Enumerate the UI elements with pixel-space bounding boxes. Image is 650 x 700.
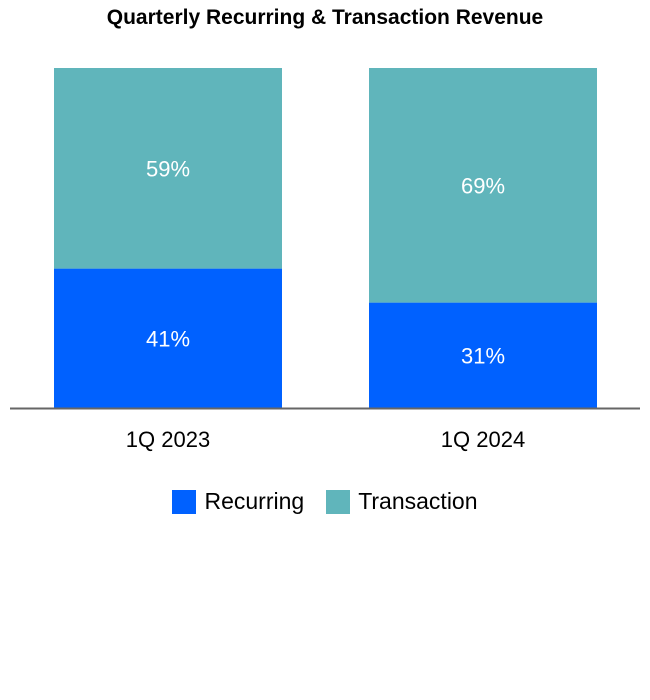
legend-swatch-transaction [326, 489, 351, 514]
stacked-bar-chart: 41% 59% 1Q 2023 31% 69% 1Q 2024 [10, 68, 640, 452]
chart-title: Quarterly Recurring & Transaction Revenu… [106, 6, 544, 29]
legend-label-transaction: Transaction [358, 488, 478, 514]
x-tick-label-1: 1Q 2023 [126, 427, 210, 452]
bar-transaction-2 [369, 68, 597, 303]
legend-item-transaction: Transaction [326, 488, 478, 515]
x-tick-label-2: 1Q 2024 [441, 427, 525, 452]
legend-swatch-recurring [172, 489, 197, 514]
data-label-recurring-2: 31% [461, 343, 505, 368]
chart-legend: Recurring Transaction [0, 488, 650, 515]
data-label-recurring-1: 41% [146, 326, 190, 351]
bar-recurring-2 [369, 302, 597, 408]
legend-item-recurring: Recurring [172, 488, 304, 515]
data-label-transaction-1: 59% [146, 156, 190, 181]
bar-recurring-1 [54, 268, 282, 408]
legend-label-recurring: Recurring [204, 488, 305, 514]
bar-transaction-1 [54, 68, 282, 269]
data-label-transaction-2: 69% [461, 173, 505, 198]
